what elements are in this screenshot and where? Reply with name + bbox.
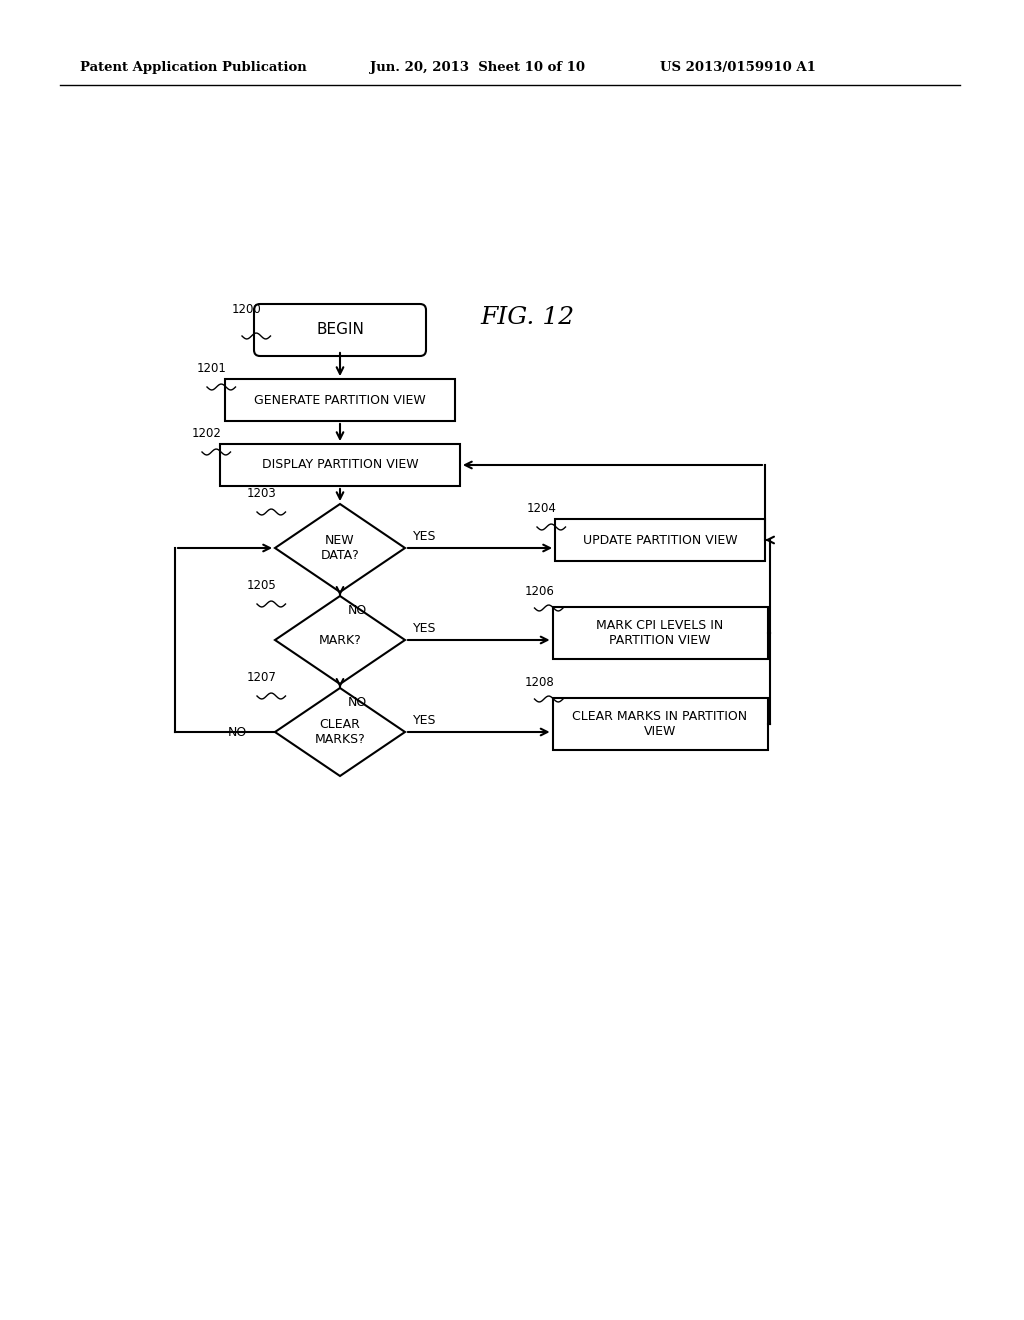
Bar: [553, 607, 768, 659]
Text: NO: NO: [227, 726, 247, 738]
Text: Patent Application Publication: Patent Application Publication: [80, 62, 307, 74]
Text: NO: NO: [348, 696, 368, 709]
Text: 1201: 1201: [197, 362, 227, 375]
Text: NO: NO: [348, 605, 368, 616]
Text: MARK CPI LEVELS IN
PARTITION VIEW: MARK CPI LEVELS IN PARTITION VIEW: [596, 619, 724, 647]
Text: 1206: 1206: [524, 585, 554, 598]
FancyBboxPatch shape: [254, 304, 426, 356]
Text: YES: YES: [413, 714, 436, 726]
Polygon shape: [275, 504, 406, 591]
Text: MARK?: MARK?: [318, 634, 361, 647]
Text: CLEAR
MARKS?: CLEAR MARKS?: [314, 718, 366, 746]
Text: 1208: 1208: [524, 676, 554, 689]
Text: 1200: 1200: [232, 304, 262, 315]
Bar: [220, 444, 460, 486]
Text: 1207: 1207: [247, 671, 276, 684]
Text: YES: YES: [413, 529, 436, 543]
Text: YES: YES: [413, 622, 436, 635]
Text: UPDATE PARTITION VIEW: UPDATE PARTITION VIEW: [583, 533, 737, 546]
Text: 1202: 1202: [193, 426, 222, 440]
Text: 1204: 1204: [527, 502, 557, 515]
Bar: [553, 698, 768, 750]
Bar: [555, 519, 765, 561]
Text: DISPLAY PARTITION VIEW: DISPLAY PARTITION VIEW: [262, 458, 419, 471]
Text: CLEAR MARKS IN PARTITION
VIEW: CLEAR MARKS IN PARTITION VIEW: [572, 710, 748, 738]
Polygon shape: [275, 597, 406, 684]
Text: NEW
DATA?: NEW DATA?: [321, 535, 359, 562]
Text: Jun. 20, 2013  Sheet 10 of 10: Jun. 20, 2013 Sheet 10 of 10: [370, 62, 585, 74]
Text: 1205: 1205: [247, 579, 276, 591]
Text: 1203: 1203: [247, 487, 276, 500]
Text: US 2013/0159910 A1: US 2013/0159910 A1: [660, 62, 816, 74]
Bar: [225, 379, 455, 421]
Text: GENERATE PARTITION VIEW: GENERATE PARTITION VIEW: [254, 393, 426, 407]
Text: FIG. 12: FIG. 12: [480, 306, 574, 330]
Text: BEGIN: BEGIN: [316, 322, 364, 338]
Polygon shape: [275, 688, 406, 776]
